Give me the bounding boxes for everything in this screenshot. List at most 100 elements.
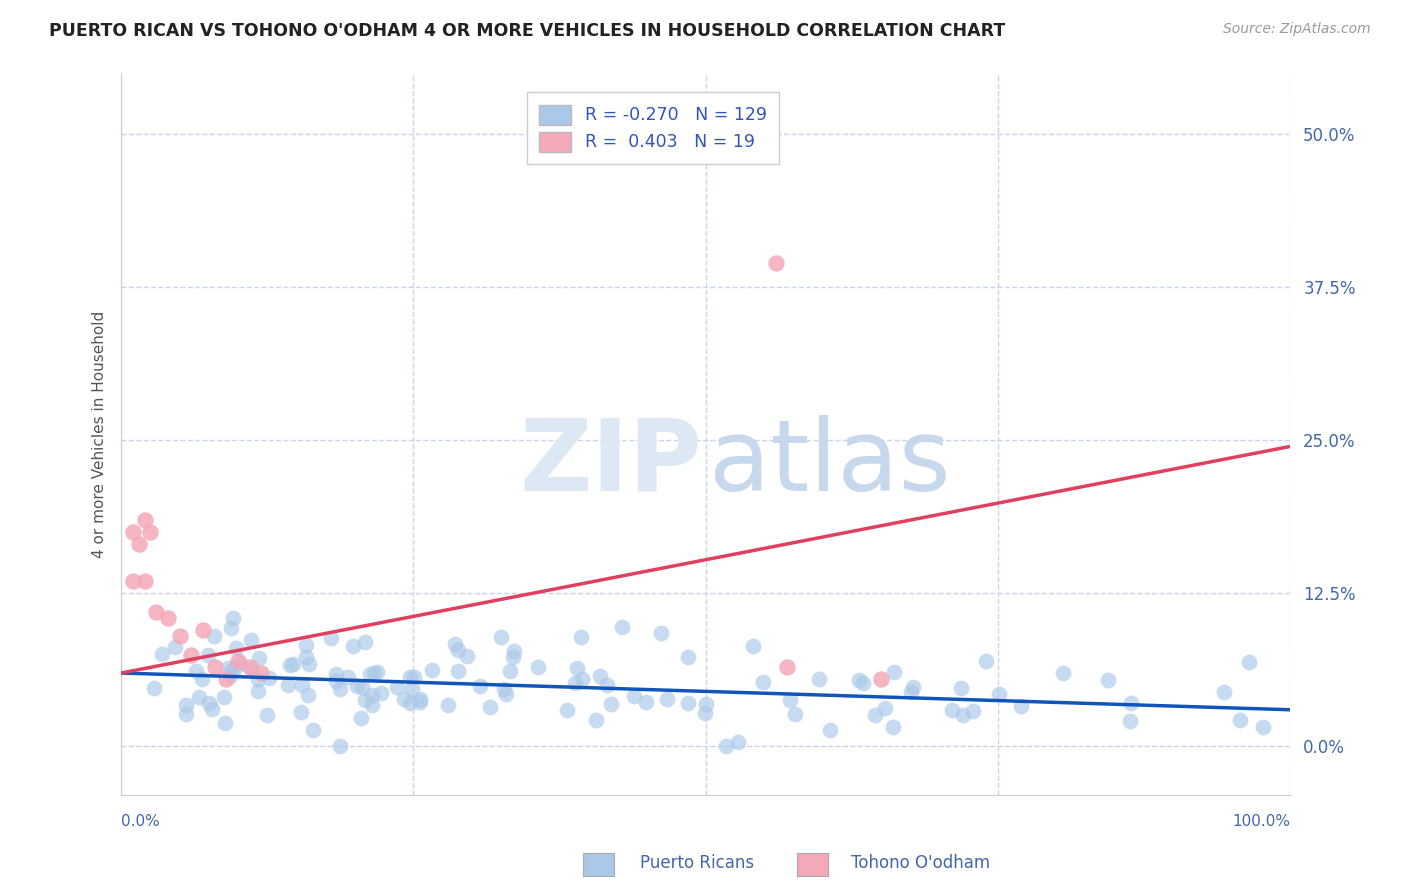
Text: 100.0%: 100.0%	[1232, 814, 1291, 829]
Point	[863, 708, 886, 723]
Point	[295, 638, 318, 652]
Point	[401, 682, 423, 697]
Point	[873, 701, 896, 715]
Point	[1097, 673, 1119, 687]
Point	[215, 672, 238, 686]
Point	[848, 673, 870, 687]
Point	[202, 630, 225, 644]
Point	[883, 665, 905, 679]
Point	[776, 660, 799, 674]
Point	[599, 697, 621, 711]
Point	[297, 688, 319, 702]
Point	[420, 664, 443, 678]
Point	[122, 525, 145, 540]
Point	[250, 666, 273, 681]
Point	[779, 693, 801, 707]
Point	[962, 704, 984, 718]
Point	[409, 692, 432, 706]
Point	[446, 664, 468, 678]
Point	[198, 696, 221, 710]
Point	[398, 696, 420, 710]
Point	[678, 696, 700, 710]
Point	[941, 703, 963, 717]
Point	[325, 666, 347, 681]
Point	[727, 735, 749, 749]
Point	[247, 683, 270, 698]
Point	[229, 656, 252, 670]
Point	[949, 681, 972, 695]
Point	[319, 632, 342, 646]
Point	[128, 537, 150, 551]
Point	[142, 681, 165, 695]
Point	[225, 641, 247, 656]
Point	[204, 660, 226, 674]
Point	[392, 692, 415, 706]
Point	[564, 675, 586, 690]
Point	[502, 650, 524, 665]
Text: Source: ZipAtlas.com: Source: ZipAtlas.com	[1223, 22, 1371, 37]
Point	[807, 672, 830, 686]
Point	[214, 715, 236, 730]
Point	[385, 681, 408, 695]
Point	[1229, 713, 1251, 727]
Point	[239, 660, 262, 674]
Point	[139, 525, 162, 540]
Point	[1118, 714, 1140, 728]
Point	[470, 679, 492, 693]
Point	[191, 623, 214, 637]
Point	[349, 711, 371, 725]
Point	[329, 682, 352, 697]
Point	[240, 662, 263, 676]
Point	[184, 664, 207, 678]
Point	[290, 705, 312, 719]
Point	[610, 619, 633, 633]
Point	[281, 657, 304, 671]
Point	[678, 649, 700, 664]
Point	[437, 698, 460, 713]
Point	[361, 698, 384, 712]
Point	[259, 671, 281, 685]
Point	[354, 634, 377, 648]
Point	[900, 685, 922, 699]
Point	[503, 643, 526, 657]
Point	[527, 660, 550, 674]
Point	[974, 654, 997, 668]
Point	[297, 657, 319, 672]
Point	[354, 692, 377, 706]
Point	[370, 686, 392, 700]
Point	[988, 688, 1011, 702]
Point	[219, 664, 242, 678]
Text: ZIP: ZIP	[519, 415, 702, 512]
Point	[742, 639, 765, 653]
Point	[352, 680, 374, 694]
Point	[291, 678, 314, 692]
Point	[239, 632, 262, 647]
Point	[399, 669, 422, 683]
Point	[1052, 666, 1074, 681]
Point	[301, 723, 323, 737]
Point	[191, 672, 214, 686]
Point	[752, 674, 775, 689]
Text: atlas: atlas	[709, 415, 950, 512]
Point	[446, 643, 468, 657]
Point	[201, 702, 224, 716]
Text: PUERTO RICAN VS TOHONO O'ODHAM 4 OR MORE VEHICLES IN HOUSEHOLD CORRELATION CHART: PUERTO RICAN VS TOHONO O'ODHAM 4 OR MORE…	[49, 22, 1005, 40]
Point	[246, 672, 269, 686]
Point	[765, 256, 787, 270]
Point	[134, 574, 156, 589]
Point	[404, 670, 426, 684]
Point	[359, 666, 381, 681]
Point	[134, 513, 156, 527]
Point	[634, 695, 657, 709]
Point	[901, 680, 924, 694]
Point	[212, 690, 235, 704]
Point	[489, 630, 512, 644]
Point	[1212, 685, 1234, 699]
Point	[256, 707, 278, 722]
Point	[585, 714, 607, 728]
Point	[366, 665, 388, 679]
Point	[180, 648, 202, 662]
Point	[188, 690, 211, 704]
Point	[555, 703, 578, 717]
Point	[219, 621, 242, 635]
